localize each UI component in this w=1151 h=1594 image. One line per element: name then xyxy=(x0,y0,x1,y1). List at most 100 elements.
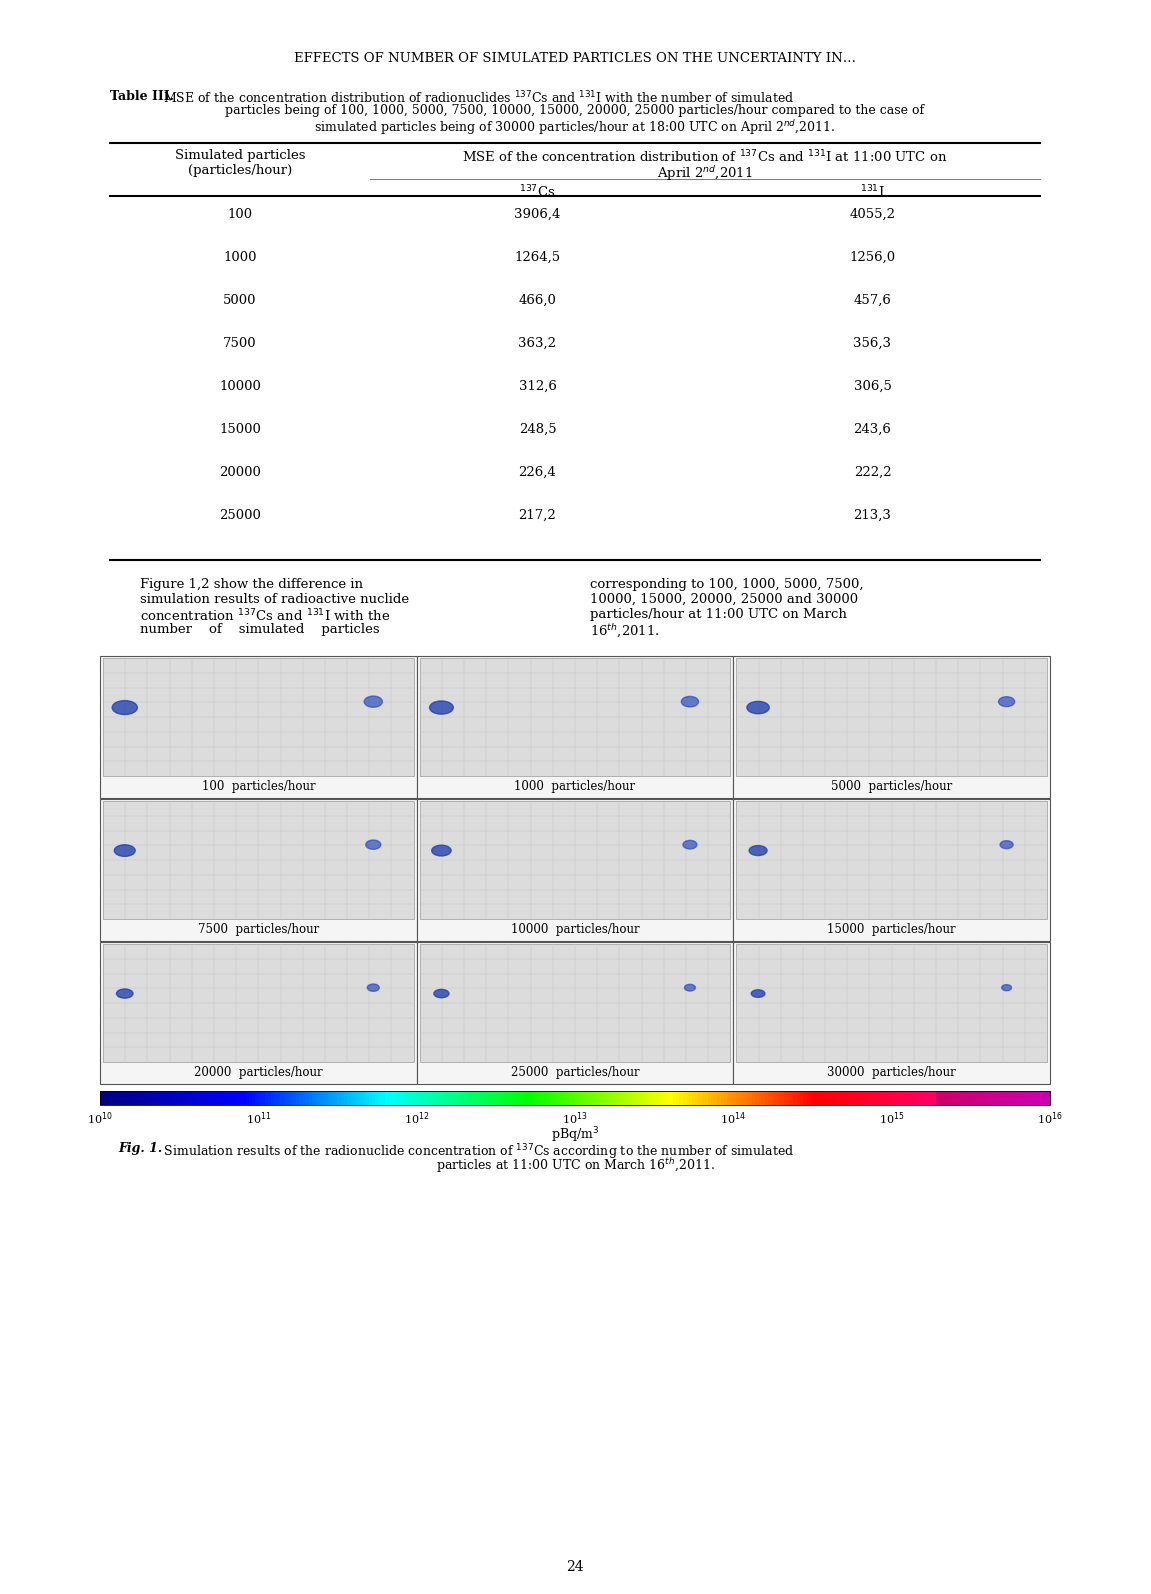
Bar xyxy=(1012,1090,1016,1105)
Bar xyxy=(154,1090,158,1105)
Bar xyxy=(122,1090,127,1105)
Bar xyxy=(803,1090,807,1105)
Bar xyxy=(724,1090,727,1105)
Bar xyxy=(496,1090,500,1105)
Bar xyxy=(283,1090,288,1105)
Bar xyxy=(780,1090,785,1105)
Text: 5000: 5000 xyxy=(223,293,257,308)
Bar xyxy=(666,1090,671,1105)
Bar xyxy=(958,1090,962,1105)
Text: 222,2: 222,2 xyxy=(854,465,891,480)
Bar xyxy=(907,1090,912,1105)
Bar xyxy=(686,1090,689,1105)
Bar xyxy=(796,1090,801,1105)
Bar xyxy=(565,1090,570,1105)
Bar xyxy=(180,1090,183,1105)
Bar xyxy=(768,1090,772,1105)
Bar xyxy=(290,1090,295,1105)
Text: 1000: 1000 xyxy=(223,250,257,265)
Bar xyxy=(471,1090,474,1105)
Text: simulation results of radioactive nuclide: simulation results of radioactive nuclid… xyxy=(140,593,409,606)
Ellipse shape xyxy=(683,840,698,850)
Bar xyxy=(765,1090,769,1105)
Bar xyxy=(192,1090,196,1105)
Bar xyxy=(755,1090,760,1105)
Text: 25000  particles/hour: 25000 particles/hour xyxy=(511,1066,639,1079)
Bar xyxy=(809,1090,814,1105)
Bar xyxy=(420,802,731,920)
Bar xyxy=(382,1090,386,1105)
Bar xyxy=(458,1090,462,1105)
Bar xyxy=(319,1090,322,1105)
Bar xyxy=(952,1090,956,1105)
Bar xyxy=(547,1090,550,1105)
Text: 7500: 7500 xyxy=(223,336,257,351)
Bar xyxy=(664,1090,668,1105)
Bar xyxy=(943,1090,946,1105)
Text: 10000, 15000, 20000, 25000 and 30000: 10000, 15000, 20000, 25000 and 30000 xyxy=(590,593,859,606)
Ellipse shape xyxy=(364,697,382,708)
Bar xyxy=(1015,1090,1020,1105)
Bar xyxy=(689,1090,693,1105)
Bar xyxy=(552,1090,557,1105)
Bar xyxy=(585,1090,588,1105)
Bar xyxy=(527,1090,532,1105)
Bar xyxy=(483,1090,487,1105)
Bar xyxy=(914,1090,918,1105)
Bar xyxy=(961,1090,966,1105)
Bar xyxy=(287,1090,291,1105)
Bar xyxy=(872,1090,877,1105)
Bar xyxy=(860,1090,864,1105)
Bar xyxy=(981,1090,984,1105)
Bar xyxy=(299,1090,304,1105)
Bar xyxy=(581,1090,586,1105)
Bar xyxy=(100,942,417,1084)
Bar xyxy=(831,1090,836,1105)
Bar xyxy=(711,1090,715,1105)
Bar xyxy=(556,1090,561,1105)
Bar xyxy=(613,1090,617,1105)
Bar xyxy=(157,1090,161,1105)
Bar xyxy=(144,1090,148,1105)
Bar xyxy=(411,1090,414,1105)
Bar xyxy=(265,1090,269,1105)
Bar xyxy=(321,1090,326,1105)
Bar xyxy=(138,1090,143,1105)
Bar xyxy=(366,1090,371,1105)
Bar xyxy=(616,1090,620,1105)
Text: 10$^{10}$: 10$^{10}$ xyxy=(87,1109,113,1127)
Bar xyxy=(344,1090,348,1105)
Bar xyxy=(730,1090,734,1105)
Text: Table III.: Table III. xyxy=(110,89,174,104)
Text: 10000  particles/hour: 10000 particles/hour xyxy=(511,923,639,936)
Bar xyxy=(543,1090,548,1105)
Bar xyxy=(442,1090,447,1105)
Bar xyxy=(328,1090,333,1105)
Bar xyxy=(983,1090,988,1105)
Text: 243,6: 243,6 xyxy=(854,422,891,437)
Bar xyxy=(337,1090,342,1105)
Bar xyxy=(505,1090,510,1105)
Bar xyxy=(876,1090,881,1105)
Text: 306,5: 306,5 xyxy=(854,379,891,394)
Bar xyxy=(717,1090,722,1105)
Bar xyxy=(211,1090,215,1105)
Bar xyxy=(218,1090,221,1105)
Bar xyxy=(100,1090,1050,1105)
Bar xyxy=(113,1090,117,1105)
Bar xyxy=(818,1090,823,1105)
Bar xyxy=(885,1090,890,1105)
Bar xyxy=(623,1090,626,1105)
Bar xyxy=(109,1090,114,1105)
Bar xyxy=(869,1090,874,1105)
Bar xyxy=(898,1090,902,1105)
Bar xyxy=(1024,1090,1029,1105)
Bar xyxy=(270,1090,275,1105)
Ellipse shape xyxy=(1001,985,1012,991)
Bar xyxy=(372,1090,376,1105)
Text: Simulation results of the radionuclide concentration of $^{137}$Cs according to : Simulation results of the radionuclide c… xyxy=(160,1141,794,1162)
Bar xyxy=(930,1090,933,1105)
Bar xyxy=(487,1090,490,1105)
Bar xyxy=(661,1090,664,1105)
Text: 10$^{15}$: 10$^{15}$ xyxy=(879,1109,905,1127)
